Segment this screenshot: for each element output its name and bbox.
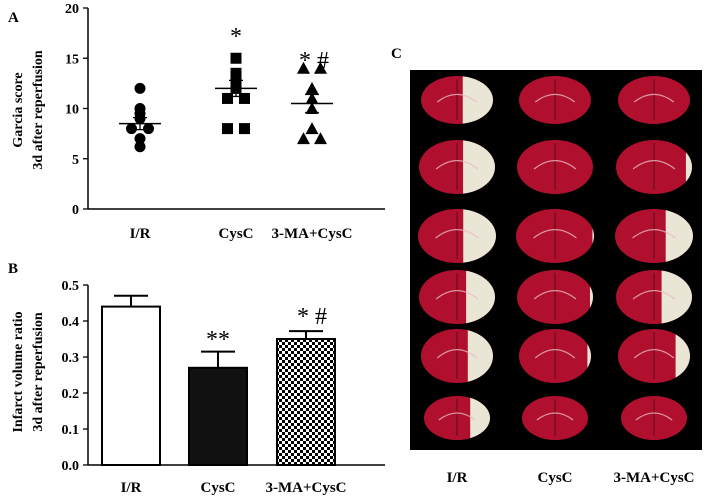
panel-b-ytick-label: 0.4 [62, 315, 80, 330]
panel-c-label: C [391, 46, 402, 62]
panel-b-significance-annotation: ** [206, 327, 230, 353]
panel-c-white-matter [435, 159, 479, 170]
panel-a-point-square [239, 123, 250, 135]
panel-c-white-matter [533, 159, 577, 170]
panel-a-point-triangle [305, 122, 319, 135]
panel-a-point-circle [134, 141, 146, 153]
panel-b-bar [188, 366, 248, 466]
panel-b-y-ticks: 0.0 0.1 0.2 0.3 0.4 0.5 [62, 279, 88, 474]
panel-a-point-circle [143, 123, 154, 135]
panel-c-white-matter [633, 348, 675, 359]
panel-a-point-square [230, 67, 242, 79]
panel-a-point-triangle [297, 132, 310, 145]
panel-c-white-matter [435, 228, 479, 239]
panel-a-ytick-label: 15 [65, 52, 79, 67]
panel-a-points [126, 52, 327, 153]
panel-a-significance-annotation: * [230, 24, 242, 50]
panel-a-point-circle [134, 82, 146, 94]
panel-c-column-labels: I/R CysC 3-MA+CysC [447, 470, 695, 486]
panel-c-white-matter [632, 289, 676, 300]
panel-c-white-matter [534, 93, 576, 103]
panel-c-slice-grid [418, 76, 693, 440]
panel-a-annotations: * * # [230, 24, 329, 74]
panel-a-means [119, 79, 333, 131]
panel-b-label: B [8, 261, 18, 277]
panel-c-infarct-region [587, 329, 591, 383]
panel-c-white-matter [632, 159, 676, 170]
panel-a-ytick-label: 5 [72, 153, 79, 168]
panel-c-column-label: CysC [537, 470, 572, 486]
panel-c-white-matter [533, 289, 577, 300]
panel-c-white-matter [635, 412, 673, 421]
panel-c-column-label: 3-MA+CysC [613, 470, 694, 486]
panel-b-ylabel-line1: Infarct volume ratio [11, 311, 26, 432]
panel-c-brain-slices: C I/R CysC 3-MA+CysC [391, 46, 702, 486]
panel-b-ytick-label: 0.5 [62, 279, 80, 294]
panel-a-label: A [8, 10, 19, 26]
panel-c-infarct-region [589, 270, 593, 324]
panel-b-ytick-label: 0.3 [62, 351, 80, 366]
panel-a-ytick-label: 20 [65, 2, 79, 17]
panel-a-point-circle [134, 133, 146, 145]
panel-a-ylabel-line1: Garcia score [11, 72, 26, 147]
panel-c-white-matter [533, 228, 577, 239]
panel-a-point-triangle [297, 61, 310, 74]
panel-c-white-matter [632, 228, 676, 239]
panel-b-bar [101, 305, 161, 466]
panel-b-category-label: I/R [121, 480, 142, 496]
panel-a-category-label: CysC [218, 226, 253, 242]
panel-a-y-ticks: 0 5 10 15 20 [65, 2, 88, 218]
panel-a-ylabel-line2: 3d after reperfusion [31, 50, 46, 169]
panel-c-white-matter [438, 412, 476, 421]
panel-c-white-matter [633, 93, 675, 103]
panel-b-annotations: ** * # [206, 304, 327, 353]
panel-c-infarct-region [685, 140, 692, 194]
panel-c-white-matter [534, 348, 576, 359]
panel-c-infarct-region [592, 209, 594, 263]
panel-a-ytick-label: 10 [65, 103, 79, 118]
panel-b-bar-chart: B Infarct volume ratio 3d after reperfus… [8, 261, 385, 496]
panel-b-category-label: CysC [200, 480, 235, 496]
panel-b-bars [101, 294, 336, 466]
panel-a-point-square [239, 92, 250, 104]
panel-a-point-square [222, 92, 233, 104]
panel-a-category-label: 3-MA+CysC [271, 226, 352, 242]
panel-b-x-categories: I/R CysC 3-MA+CysC [121, 480, 347, 496]
panel-c-white-matter [436, 348, 478, 359]
panel-a-point-square [222, 123, 233, 135]
panel-a-point-triangle [305, 81, 319, 94]
panel-c-white-matter [536, 412, 574, 421]
panel-b-ytick-label: 0.1 [62, 423, 80, 438]
panel-c-infarct-region [470, 396, 490, 440]
panel-b-ytick-label: 0.0 [62, 459, 80, 474]
panel-a-ytick-label: 0 [72, 203, 79, 218]
panel-a-point-triangle [314, 61, 327, 74]
panel-a-point-circle [126, 123, 137, 135]
panel-a-category-label: I/R [130, 226, 151, 242]
panel-a-significance-annotation: * # [299, 48, 329, 74]
panel-a-x-categories: I/R CysC 3-MA+CysC [130, 226, 353, 242]
panel-a-scatter-chart: A Garcia score 3d after reperfusion 0 5 10… [8, 2, 385, 242]
panel-c-white-matter [435, 289, 479, 300]
panel-b-significance-annotation: * # [297, 304, 327, 330]
panel-c-white-matter [436, 93, 478, 103]
panel-b-bar [276, 338, 336, 466]
panel-a-point-triangle [314, 132, 327, 145]
panel-c-column-label: I/R [447, 470, 468, 486]
panel-b-category-label: 3-MA+CysC [265, 480, 346, 496]
panel-a-point-square [230, 52, 242, 64]
panel-b-ytick-label: 0.2 [62, 387, 80, 402]
panel-b-ylabel-line2: 3d after reperfusion [31, 312, 46, 431]
